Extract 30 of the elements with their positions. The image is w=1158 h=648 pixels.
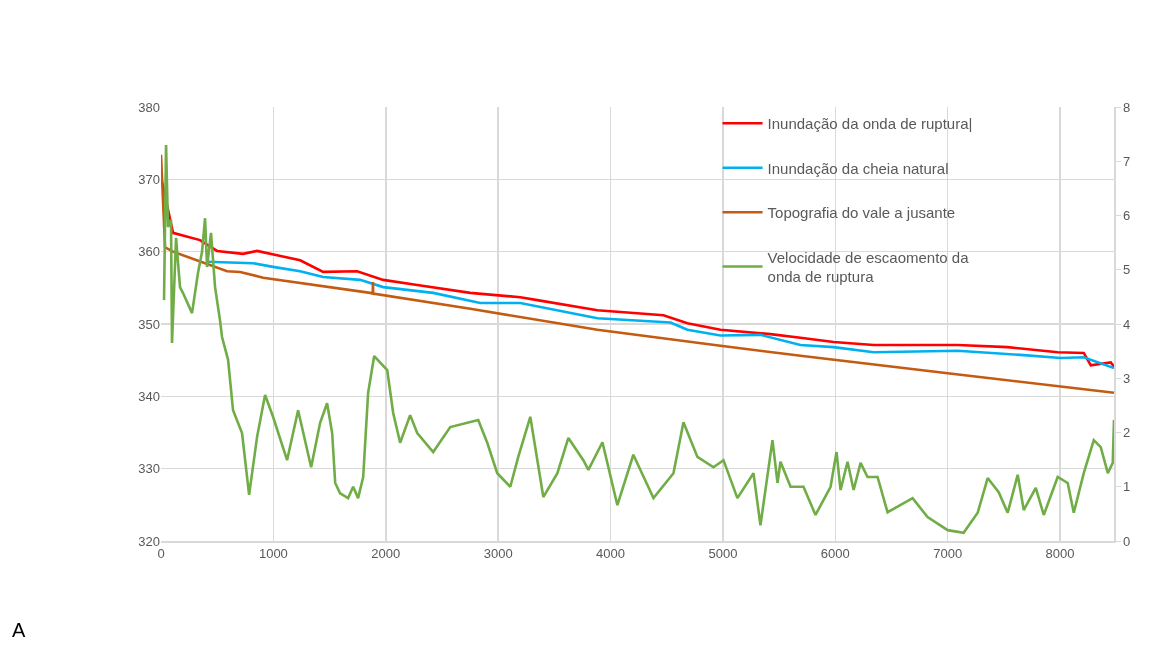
y-tick-label: 350 [138, 316, 160, 332]
legend-label: Inundação da cheia natural [767, 159, 949, 177]
y2-tick-label: 2 [1123, 425, 1131, 441]
x-tick-label: 5000 [708, 546, 738, 562]
x-tick-label: 6000 [820, 546, 850, 562]
x-tick-label: 3000 [483, 546, 513, 562]
y-tick-label: 360 [138, 244, 160, 260]
text: A [12, 619, 26, 641]
y2-tick-label: 0 [1123, 533, 1131, 549]
y-tick-label: 320 [138, 533, 160, 549]
y-tick-label: 370 [138, 171, 160, 187]
legend-label: Topografia do vale a jusante [767, 204, 956, 222]
x-tick-label: 8000 [1045, 546, 1075, 562]
legend-label: Inundação da onda de ruptura| [767, 115, 973, 133]
x-tick-label: 1000 [258, 546, 288, 562]
x-tick-label: 7000 [933, 546, 963, 562]
y-tick-label: 380 [138, 99, 160, 115]
x-tick-label: 4000 [596, 546, 625, 562]
y2-tick-label: 5 [1123, 262, 1131, 278]
y2-tick-label: 6 [1123, 208, 1131, 224]
y-tick-label: 340 [138, 388, 160, 404]
y2-tick-label: 3 [1123, 370, 1131, 386]
x-tick-label: 0 [157, 546, 165, 562]
y2-tick-label: 4 [1123, 316, 1131, 332]
x-tick-label: 2000 [371, 546, 401, 562]
legend-label: Velocidade de escaomento da onda de ruptura [767, 248, 970, 286]
y-tick-label: 330 [138, 461, 160, 477]
y2-tick-label: 8 [1123, 99, 1131, 115]
y2-tick-label: 1 [1123, 479, 1131, 495]
y2-tick-label: 7 [1123, 153, 1131, 169]
